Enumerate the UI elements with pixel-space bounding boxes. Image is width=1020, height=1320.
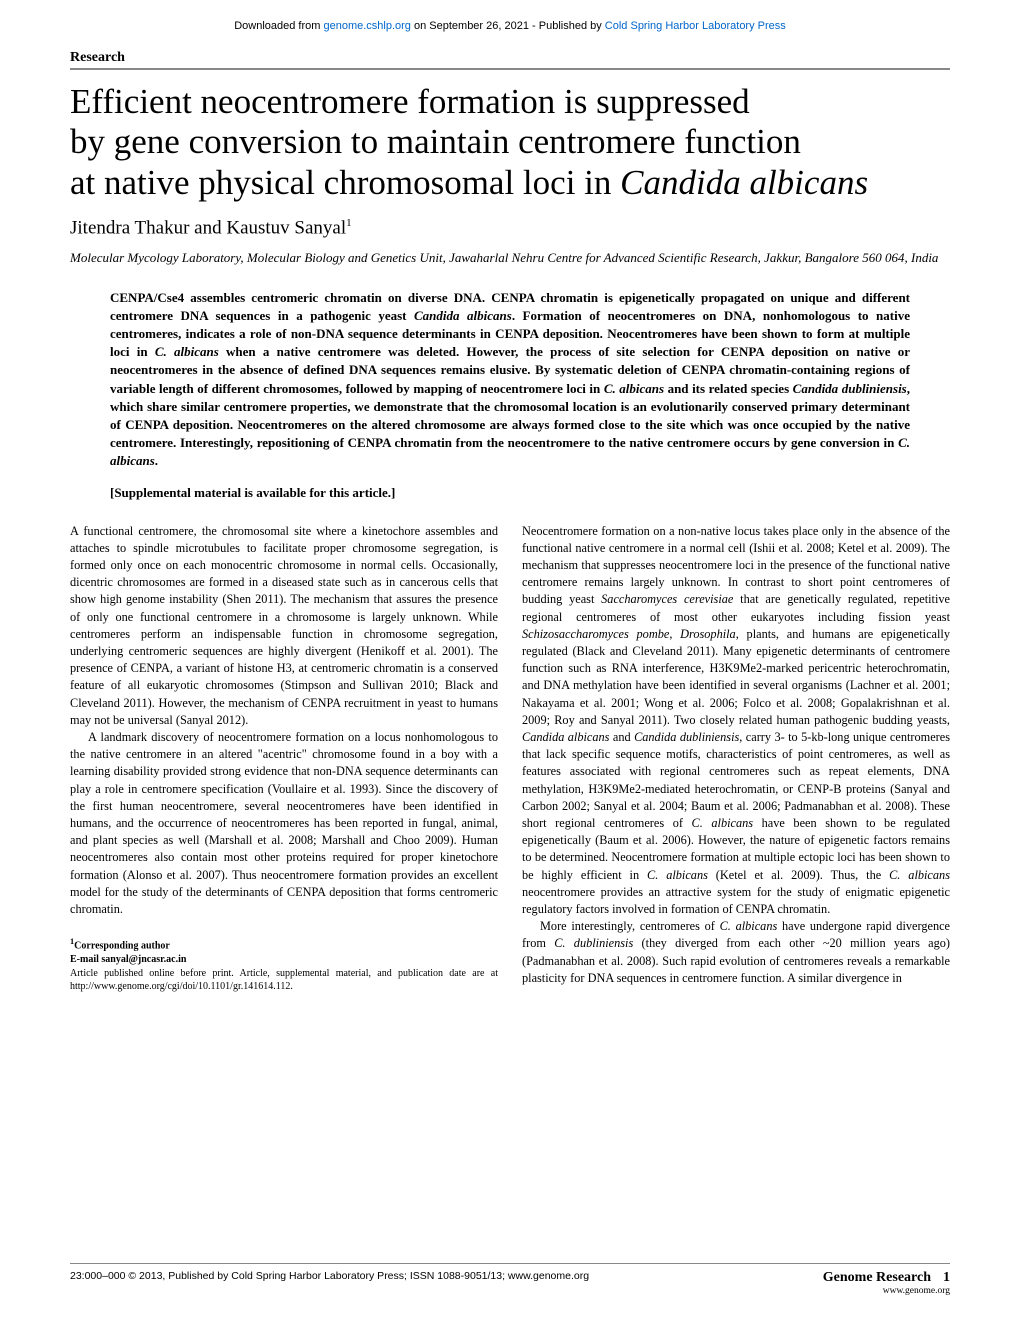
abstract-text: and its related species [664,381,793,396]
title-species: Candida albicans [620,163,868,202]
article-title: Efficient neocentromere formation is sup… [70,82,950,203]
body-text: , [669,627,680,641]
abstract: CENPA/Cse4 assembles centromeric chromat… [110,289,910,471]
supplemental-note: [Supplemental material is available for … [110,485,910,501]
abstract-species: Candida dubliniensis [793,381,907,396]
body-paragraph: Neocentromere formation on a non-native … [522,523,950,919]
abstract-species: Candida albicans [414,308,512,323]
left-column: A functional centromere, the chromosomal… [70,523,498,994]
page-number: 1 [943,1270,950,1285]
authors-sup: 1 [346,217,352,229]
download-prefix: Downloaded from [234,20,323,32]
section-label: Research [70,50,950,70]
species: C. albicans [889,868,950,882]
abstract-text: . [155,453,158,468]
journal-name: Genome Research [823,1270,931,1285]
species: Schizosaccharomyces pombe [522,627,669,641]
body-text: More interestingly, centromeres of [540,919,720,933]
body-paragraph: A functional centromere, the chromosomal… [70,523,498,729]
corr-label: Corresponding author [74,941,170,952]
body-text: (Ketel et al. 2009). Thus, the [708,868,889,882]
species: C. albicans [720,919,778,933]
download-bar: Downloaded from genome.cshlp.org on Sept… [70,20,950,32]
title-line-1: Efficient neocentromere formation is sup… [70,82,750,121]
download-mid: on September 26, 2021 - Published by [411,20,605,32]
species: C. dubliniensis [554,936,633,950]
species: Drosophila [680,627,736,641]
body-text: neocentromere provides an attractive sys… [522,885,950,916]
footer-copyright: 23:000–000 © 2013, Published by Cold Spr… [70,1270,589,1282]
page-footer: 23:000–000 © 2013, Published by Cold Spr… [70,1263,950,1296]
body-text: and [609,730,634,744]
corr-note: Article published online before print. A… [70,967,498,994]
body-paragraph: More interestingly, centromeres of C. al… [522,918,950,987]
species: Saccharomyces cerevisiae [601,592,733,606]
authors: Jitendra Thakur and Kaustuv Sanyal1 [70,217,950,239]
title-line-3a: at native physical chromosomal loci in [70,163,620,202]
body-columns: A functional centromere, the chromosomal… [70,523,950,994]
right-column: Neocentromere formation on a non-native … [522,523,950,994]
corr-email: E-mail sanyal@jncasr.ac.in [70,953,498,967]
body-text: , carry 3- to 5-kb-long unique centromer… [522,730,950,830]
species: Candida albicans [522,730,609,744]
species: Candida dubliniensis [634,730,739,744]
species: C. albicans [692,816,754,830]
journal-url: www.genome.org [823,1286,950,1296]
body-paragraph: A landmark discovery of neocentromere fo… [70,729,498,918]
abstract-species: C. albicans [604,381,664,396]
body-text: , plants, and humans are epigenetically … [522,627,950,727]
footer-journal: Genome Research 1 www.genome.org [823,1270,950,1296]
download-link-2[interactable]: Cold Spring Harbor Laboratory Press [605,20,786,32]
species: C. albicans [647,868,708,882]
authors-names: Jitendra Thakur and Kaustuv Sanyal [70,217,346,238]
abstract-species: C. albicans [155,344,219,359]
affiliation: Molecular Mycology Laboratory, Molecular… [70,249,950,267]
title-line-2: by gene conversion to maintain centromer… [70,122,801,161]
corresponding-author: 1Corresponding author E-mail sanyal@jnca… [70,936,498,993]
download-link-1[interactable]: genome.cshlp.org [323,20,410,32]
